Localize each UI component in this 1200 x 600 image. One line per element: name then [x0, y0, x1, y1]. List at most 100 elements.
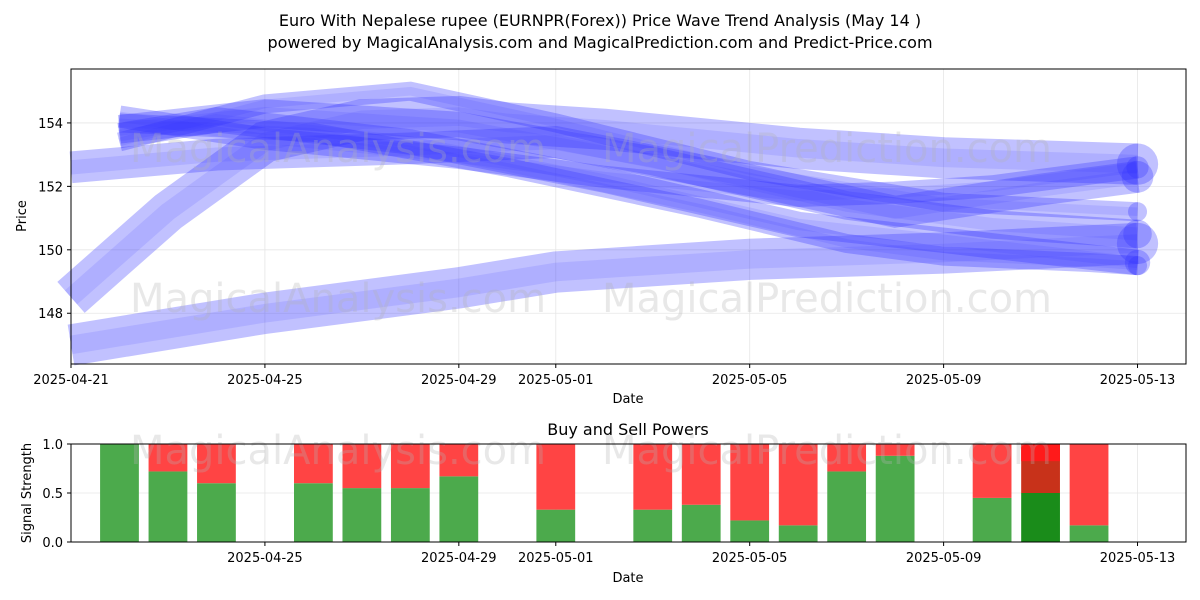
wave-series — [69, 126, 1154, 228]
x-tick-label: 2025-04-29 — [421, 373, 497, 388]
price-wave-panel: MagicalAnalysis.com MagicalPrediction.co… — [15, 68, 1187, 407]
x-tick: 2025-04-29 — [421, 364, 497, 388]
x-tick: 2025-05-05 — [712, 542, 788, 566]
buy-bar — [633, 509, 673, 542]
y-tick-label: 148 — [38, 307, 63, 322]
x-tick-label: 2025-05-13 — [1100, 551, 1176, 566]
wave-band — [117, 106, 1139, 276]
watermark-prediction: MagicalPrediction.com — [602, 276, 1052, 322]
sell-bar — [197, 444, 236, 484]
buy-bar — [294, 483, 333, 542]
price-y-axis-label: Price — [15, 200, 30, 232]
x-tick: 2025-05-09 — [906, 364, 982, 388]
y-tick: 148 — [38, 307, 71, 322]
watermark-analysis: MagicalAnalysis.com — [130, 126, 546, 172]
y-tick-label: 1.0 — [42, 438, 63, 453]
signal-bar — [294, 444, 333, 542]
wave-core — [119, 118, 1138, 270]
wave-series — [67, 222, 1159, 366]
y-tick-label: 0.5 — [42, 487, 63, 502]
signal-bar — [633, 444, 673, 542]
buy-bar — [875, 455, 915, 542]
buy-bar — [390, 488, 430, 542]
wave-core — [118, 106, 1138, 241]
wave-band — [117, 81, 1138, 222]
signal-bars — [100, 444, 1109, 542]
y-tick-label: 154 — [38, 117, 63, 132]
x-tick: 2025-05-01 — [518, 542, 594, 566]
watermark-analysis: MagicalAnalysis.com — [130, 276, 546, 322]
wave-end-marker — [1126, 156, 1149, 179]
signal-bar — [439, 444, 479, 542]
wave-series — [117, 81, 1148, 222]
x-tick: 2025-04-21 — [33, 364, 109, 388]
signal-bar — [1069, 444, 1109, 542]
sell-bar — [681, 444, 721, 505]
wave-end-marker — [1123, 219, 1152, 249]
signal-bar — [681, 444, 721, 542]
y-tick: 0.5 — [42, 487, 71, 502]
price-waves — [57, 81, 1159, 366]
price-watermarks: MagicalAnalysis.com MagicalPrediction.co… — [130, 126, 1052, 322]
signal-bar — [390, 444, 430, 542]
signal-watermarks: MagicalAnalysis.com MagicalPrediction.co… — [130, 428, 1052, 474]
y-tick-label: 0.0 — [42, 536, 63, 551]
wave-end-marker — [1121, 160, 1154, 193]
signal-y-ticks: 0.0 0.5 1.0 — [42, 438, 71, 551]
signal-bar — [536, 444, 576, 542]
x-tick-label: 2025-05-09 — [906, 551, 982, 566]
watermark-prediction: MagicalPrediction.com — [602, 126, 1052, 172]
x-tick-label: 2025-05-05 — [712, 551, 788, 566]
x-tick-label: 2025-04-21 — [33, 373, 109, 388]
buy-bar — [681, 504, 721, 542]
wave-series — [119, 113, 1148, 276]
signal-bar — [197, 444, 236, 542]
wave-band — [119, 113, 1139, 276]
wave-band — [67, 222, 1139, 366]
y-tick-label: 152 — [38, 180, 63, 195]
price-grid — [70, 69, 1186, 364]
wave-band — [117, 99, 1139, 249]
sell-bar — [778, 444, 818, 526]
watermark-prediction: MagicalPrediction.com — [602, 428, 1052, 474]
sell-bar — [148, 444, 188, 472]
wave-series — [117, 105, 1149, 208]
buy-bar — [972, 497, 1012, 542]
buy-bar — [148, 471, 188, 542]
wave-series — [57, 95, 1159, 313]
sell-bar — [972, 444, 1012, 498]
buy-bar — [439, 476, 479, 542]
wave-end-marker — [1128, 256, 1148, 276]
x-tick-label: 2025-05-09 — [906, 373, 982, 388]
price-y-ticks: 148 150 152 154 — [38, 117, 71, 322]
y-tick: 152 — [38, 180, 71, 195]
x-tick: 2025-05-05 — [712, 364, 787, 388]
wave-core — [69, 234, 1138, 355]
sell-bar — [633, 444, 673, 510]
signal-y-axis-label: Signal Strength — [20, 443, 35, 543]
x-tick: 2025-04-25 — [227, 364, 303, 388]
buy-bar — [778, 525, 818, 542]
wave-band — [69, 126, 1140, 228]
x-tick: 2025-05-13 — [1100, 364, 1176, 388]
signal-panel: Buy and Sell Powers MagicalAnalysis.com … — [20, 420, 1187, 586]
x-tick-label: 2025-05-13 — [1100, 373, 1176, 388]
sell-bar — [390, 444, 430, 489]
sell-bar — [730, 444, 770, 521]
y-tick: 0.0 — [42, 536, 71, 551]
wave-core — [70, 134, 1139, 219]
x-tick-label: 2025-04-25 — [227, 551, 303, 566]
signal-bar — [730, 444, 770, 542]
x-tick: 2025-04-29 — [421, 542, 497, 566]
signal-bar — [100, 444, 139, 542]
buy-bar — [730, 520, 770, 542]
signal-bar — [342, 444, 382, 542]
x-tick: 2025-05-09 — [906, 542, 982, 566]
chart-title: Euro With Nepalese rupee (EURNPR(Forex))… — [279, 11, 921, 30]
wave-core — [118, 114, 1139, 269]
y-tick: 150 — [38, 244, 71, 259]
signal-title: Buy and Sell Powers — [547, 420, 709, 439]
wave-band — [57, 95, 1139, 313]
x-tick: 2025-05-13 — [1100, 542, 1176, 566]
